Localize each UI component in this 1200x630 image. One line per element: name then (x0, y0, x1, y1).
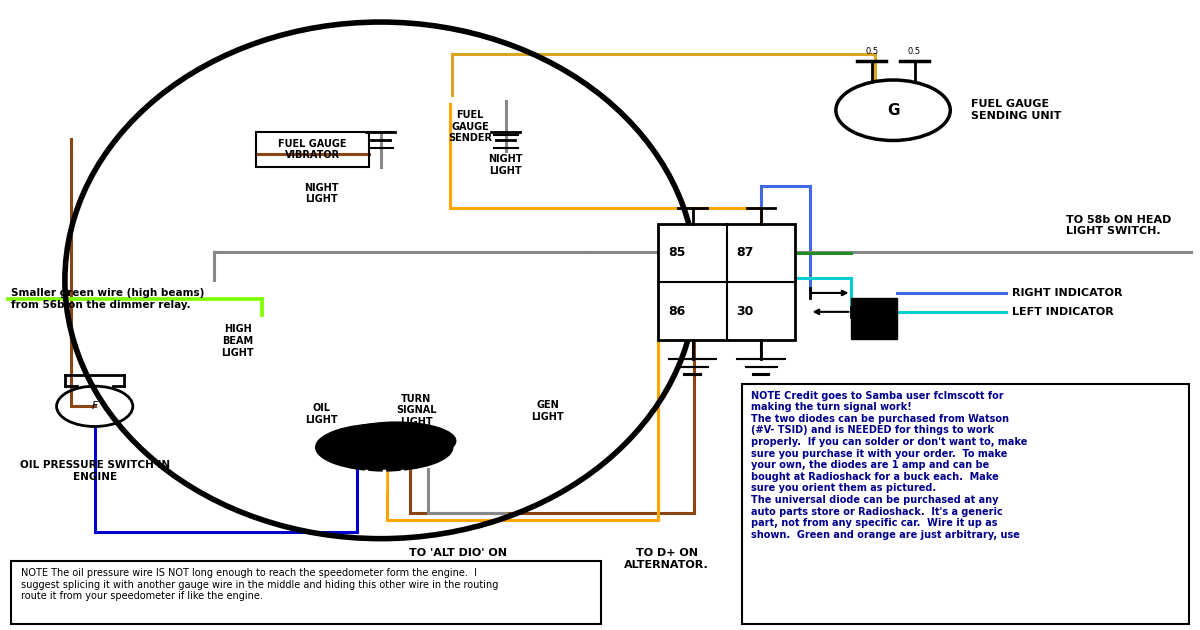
Text: TO 58b ON HEAD
LIGHT SWITCH.: TO 58b ON HEAD LIGHT SWITCH. (1066, 215, 1171, 236)
Bar (742, 384, 1188, 624)
Text: 0.5: 0.5 (908, 47, 922, 56)
Text: G: G (887, 103, 899, 118)
Text: FUEL GAUGE
VIBRATOR: FUEL GAUGE VIBRATOR (278, 139, 347, 161)
Text: OIL PRESSURE SWITCH IN
ENGINE: OIL PRESSURE SWITCH IN ENGINE (19, 460, 169, 481)
Bar (659, 224, 796, 340)
Text: RIGHT INDICATOR: RIGHT INDICATOR (1013, 288, 1123, 298)
Text: 86: 86 (668, 304, 685, 318)
Text: HIGH
BEAM
LIGHT: HIGH BEAM LIGHT (221, 324, 254, 358)
Text: F: F (91, 401, 98, 411)
Text: TO 'ALT DIO' ON
FUSE BOX: TO 'ALT DIO' ON FUSE BOX (409, 548, 508, 570)
Text: OIL
LIGHT: OIL LIGHT (305, 403, 337, 425)
Text: NOTE The oil pressure wire IS NOT long enough to reach the speedometer form the : NOTE The oil pressure wire IS NOT long e… (20, 568, 498, 602)
Text: NOTE Credit goes to Samba user fclmscott for
making the turn signal work!
The tw: NOTE Credit goes to Samba user fclmscott… (751, 391, 1027, 540)
Text: NIGHT
LIGHT: NIGHT LIGHT (304, 183, 338, 204)
Bar (256, 132, 368, 167)
Text: FUEL
GAUGE
SENDER: FUEL GAUGE SENDER (448, 110, 492, 144)
Text: TO D+ ON
ALTERNATOR.: TO D+ ON ALTERNATOR. (624, 548, 709, 570)
Ellipse shape (316, 423, 452, 471)
Text: Smaller green wire (high beams)
from 56b on the dimmer relay.: Smaller green wire (high beams) from 56b… (11, 289, 205, 310)
Text: 85: 85 (668, 246, 685, 260)
Bar (11, 561, 601, 624)
Ellipse shape (336, 422, 456, 460)
Text: FUEL GAUGE
SENDING UNIT: FUEL GAUGE SENDING UNIT (971, 100, 1061, 121)
Text: 87: 87 (737, 246, 754, 260)
Text: 30: 30 (737, 304, 754, 318)
Text: TURN
SIGNAL
LIGHT: TURN SIGNAL LIGHT (396, 394, 437, 427)
Bar (851, 297, 896, 339)
Text: LEFT INDICATOR: LEFT INDICATOR (1013, 307, 1114, 317)
Text: NIGHT
LIGHT: NIGHT LIGHT (488, 154, 523, 176)
Text: GEN
LIGHT: GEN LIGHT (532, 400, 564, 421)
Text: 0.5: 0.5 (865, 47, 878, 56)
